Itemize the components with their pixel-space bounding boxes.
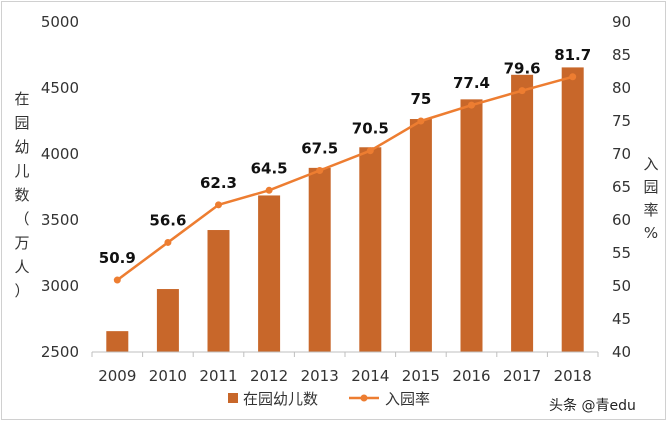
- legend-label-line: 入园率: [385, 390, 430, 408]
- y-right-tick-75: 75: [612, 112, 631, 130]
- x-tick-label-2012: 2012: [250, 367, 288, 385]
- x-tick-label-2010: 2010: [149, 367, 187, 385]
- y-right-tick-50: 50: [612, 277, 631, 295]
- bar-2017: [511, 74, 534, 353]
- y-left-tick-3500: 3500: [41, 211, 79, 229]
- rate-data-label-2009: 50.9: [99, 249, 136, 267]
- y-left-tick-4000: 4000: [41, 145, 79, 163]
- rate-data-label-2013: 67.5: [301, 140, 338, 158]
- y-right-tick-80: 80: [612, 79, 631, 97]
- watermark-text: 头条 @青edu: [549, 397, 636, 414]
- y-left-title-char: （: [14, 210, 29, 228]
- x-tick-label-2017: 2017: [503, 367, 541, 385]
- rate-data-label-2018: 81.7: [554, 46, 591, 64]
- y-left-title-char: 园: [14, 114, 29, 132]
- legend-swatch-marker: [360, 394, 368, 402]
- legend: 在园幼儿数 入园率: [228, 390, 430, 408]
- rate-point-2011: [215, 201, 222, 209]
- rate-point-2014: [366, 147, 374, 155]
- bar-2013: [308, 167, 331, 352]
- y-left-tick-3000: 3000: [41, 277, 79, 295]
- rate-point-2013: [316, 167, 324, 174]
- rate-line: [116, 75, 574, 282]
- bar-2012: [258, 195, 281, 352]
- y-left-title-char: 在: [14, 90, 29, 108]
- y-right-title-char: 率: [643, 201, 658, 219]
- bar-2009: [106, 331, 129, 352]
- y-left-tick-2500: 2500: [41, 343, 79, 361]
- y-right-tick-60: 60: [612, 211, 631, 229]
- bar-2014: [359, 147, 382, 352]
- rate-point-2010: [164, 238, 172, 246]
- rate-point-2009: [113, 276, 121, 284]
- y-right-tick-45: 45: [612, 310, 631, 328]
- x-axis: 2009 2010 2011 2012 2013 2014 2015 2016 2017 2018: [91, 351, 599, 385]
- rate-point-2018: [569, 73, 577, 81]
- rate-point-2012: [265, 186, 273, 194]
- y-left-title-char: 万: [14, 234, 29, 252]
- y-right-title-char: 园: [643, 178, 658, 196]
- rate-data-label-2017: 79.6: [504, 60, 541, 78]
- bar-2010: [156, 289, 179, 352]
- y-left-title-char: 人: [14, 258, 29, 276]
- y-axis-right-title: 入园率%: [643, 155, 658, 242]
- y-right-tick-70: 70: [612, 145, 631, 163]
- bar-2011: [207, 230, 230, 352]
- y-left-title-char: ）: [14, 282, 29, 300]
- line-series: 50.9 56.6 62.3 64.5 67.5 70.5 75 77.4 79.6 81.7: [99, 46, 591, 284]
- rate-point-2017: [518, 87, 526, 95]
- rate-point-2016: [468, 101, 475, 109]
- rate-point-2015: [417, 117, 425, 125]
- x-tick-label-2009: 2009: [98, 367, 136, 385]
- y-left-title-char: 数: [14, 186, 29, 204]
- bar-series: [106, 67, 584, 353]
- x-tick-label-2014: 2014: [351, 367, 389, 385]
- y-right-tick-85: 85: [612, 46, 631, 64]
- y-axis-left: 2500 3000 3500 4000 4500 5000: [41, 13, 79, 361]
- y-axis-left-title: 在园幼儿数 （ 万人 ）: [14, 90, 29, 300]
- y-axis-right: 40 45 50 55 60 65 70 75 80 85 90: [612, 13, 631, 361]
- rate-data-label-2015: 75: [410, 90, 431, 108]
- rate-data-label-2016: 77.4: [453, 74, 490, 92]
- rate-data-label-2014: 70.5: [352, 120, 389, 138]
- bar-2015: [409, 119, 432, 353]
- y-right-tick-40: 40: [612, 343, 631, 361]
- rate-data-label-2012: 64.5: [251, 159, 288, 177]
- x-tick-label-2013: 2013: [301, 367, 339, 385]
- y-left-title-char: 幼: [14, 138, 29, 156]
- x-tick-label-2015: 2015: [402, 367, 440, 385]
- rate-data-label-2011: 62.3: [200, 174, 237, 192]
- rate-data-label-2010: 56.6: [149, 211, 186, 229]
- y-right-title-char: %: [644, 224, 658, 242]
- x-tick-label-2011: 2011: [199, 367, 237, 385]
- y-left-tick-4500: 4500: [41, 79, 79, 97]
- y-right-tick-65: 65: [612, 178, 631, 196]
- y-right-tick-55: 55: [612, 244, 631, 262]
- y-left-title-char: 儿: [14, 162, 29, 180]
- y-left-tick-5000: 5000: [41, 13, 79, 31]
- x-tick-label-2016: 2016: [452, 367, 490, 385]
- bar-2018: [561, 67, 584, 353]
- y-right-tick-90: 90: [612, 13, 631, 31]
- legend-label-bar: 在园幼儿数: [243, 390, 318, 408]
- x-tick-label-2018: 2018: [554, 367, 592, 385]
- legend-swatch-bar: [228, 393, 238, 403]
- y-right-title-char: 入: [643, 155, 658, 173]
- bar-2016: [460, 99, 483, 353]
